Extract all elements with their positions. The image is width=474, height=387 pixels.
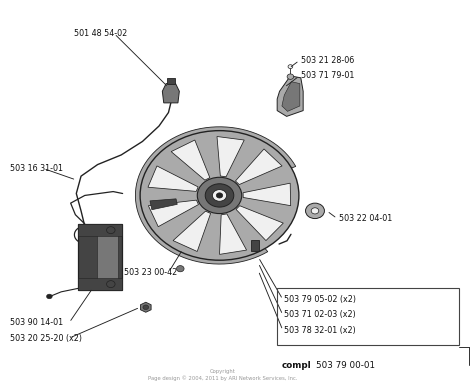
Polygon shape [136,127,296,264]
Polygon shape [162,84,179,103]
Text: 503 21 28-06: 503 21 28-06 [301,56,354,65]
Polygon shape [236,206,283,241]
Circle shape [287,74,294,79]
Polygon shape [219,214,246,254]
Circle shape [176,265,184,272]
Text: 503 78 32-01 (x2): 503 78 32-01 (x2) [284,326,356,335]
Text: 503 90 14-01: 503 90 14-01 [10,318,63,327]
Polygon shape [167,78,174,84]
Text: Copyright
Page design © 2004, 2011 by ARI Network Services, Inc.: Copyright Page design © 2004, 2011 by AR… [148,369,298,380]
Polygon shape [251,240,259,251]
Text: 503 79 00-01: 503 79 00-01 [316,361,375,370]
Polygon shape [217,137,244,177]
Polygon shape [171,140,210,180]
Text: 501 48 54-02: 501 48 54-02 [74,29,127,38]
Text: 503 20 25-20 (x2): 503 20 25-20 (x2) [10,334,82,342]
Polygon shape [277,76,303,116]
Circle shape [288,65,293,68]
Circle shape [107,281,115,288]
Circle shape [46,294,52,299]
Polygon shape [140,302,151,312]
Polygon shape [282,82,300,111]
Bar [277,288,459,345]
Circle shape [107,227,115,234]
Circle shape [311,208,319,214]
Polygon shape [148,200,199,227]
Polygon shape [97,232,118,282]
Text: 503 16 31-01: 503 16 31-01 [10,164,63,173]
Text: 503 22 04-01: 503 22 04-01 [338,214,392,223]
Polygon shape [78,278,122,290]
Circle shape [197,177,242,214]
Circle shape [212,190,227,201]
Text: 503 79 05-02 (x2): 503 79 05-02 (x2) [284,295,356,304]
Text: 503 71 79-01: 503 71 79-01 [301,71,354,80]
Polygon shape [236,149,282,185]
Polygon shape [150,199,177,210]
Circle shape [205,184,234,207]
Text: 503 23 00-42: 503 23 00-42 [124,268,177,277]
Text: ARI: ARI [193,173,252,202]
Circle shape [216,193,223,198]
Polygon shape [148,166,198,192]
Polygon shape [173,211,210,252]
Circle shape [140,131,299,260]
Polygon shape [78,224,122,290]
Circle shape [143,305,149,310]
Circle shape [306,203,324,219]
Polygon shape [243,183,291,205]
Polygon shape [78,224,122,236]
Text: 503 71 02-03 (x2): 503 71 02-03 (x2) [284,310,356,319]
Text: compl: compl [282,361,311,370]
